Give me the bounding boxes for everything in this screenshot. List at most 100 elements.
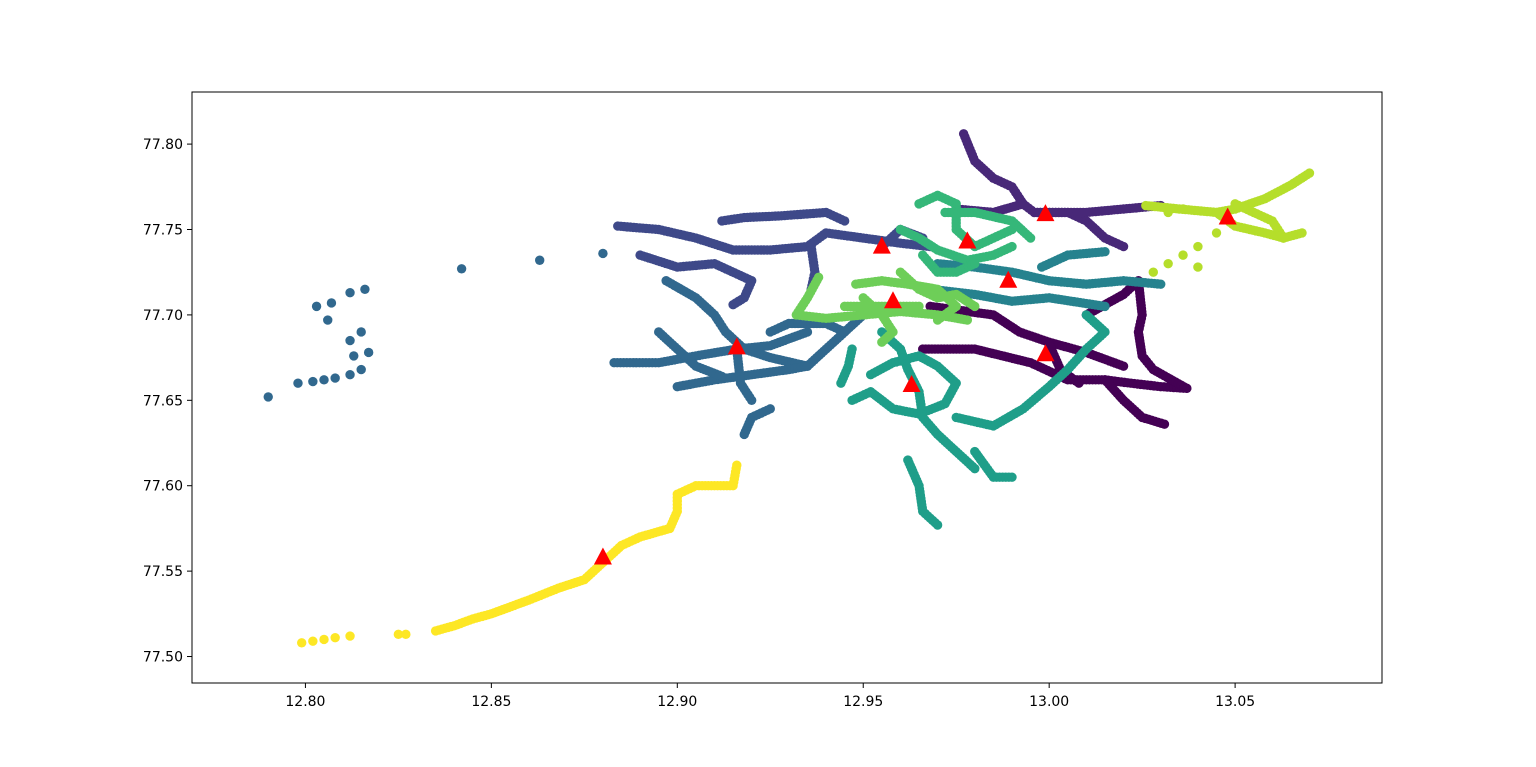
data-point: [297, 638, 307, 648]
plot-background: [192, 92, 1382, 683]
data-point: [728, 299, 738, 310]
y-axis: 77.50 77.55 77.60 77.65 77.70 77.75 77.80: [143, 137, 192, 666]
y-tick-label: 77.75: [143, 223, 183, 239]
center-marker: [1218, 207, 1237, 225]
data-point: [1100, 247, 1110, 257]
data-point: [263, 392, 273, 402]
data-point: [865, 387, 876, 397]
x-tick-label: 12.90: [657, 694, 697, 710]
data-point: [877, 337, 887, 347]
data-point: [802, 361, 813, 371]
plot-frame: [191, 91, 1383, 684]
data-point: [311, 301, 322, 312]
y-tick-label: 77.65: [143, 393, 183, 409]
data-point: [345, 288, 355, 298]
data-point: [308, 376, 318, 387]
y-tick-label: 77.50: [143, 650, 183, 666]
data-point: [326, 298, 337, 308]
data-point: [349, 351, 359, 361]
cluster-centers: [593, 204, 1237, 565]
data-point: [330, 373, 340, 383]
series-0: [918, 276, 1192, 429]
data-point: [319, 375, 329, 385]
data-point: [535, 255, 545, 265]
data-point: [330, 633, 340, 643]
x-tick-label: 12.80: [285, 694, 325, 710]
data-point: [1163, 207, 1173, 218]
data-point: [1025, 233, 1036, 243]
center-marker: [872, 236, 891, 254]
data-point: [1118, 241, 1129, 252]
data-point: [1118, 361, 1129, 371]
center-marker: [958, 231, 977, 249]
data-point: [765, 404, 775, 414]
data-point: [356, 327, 366, 337]
data-point: [401, 629, 411, 640]
series-7: [791, 267, 980, 347]
data-point: [598, 248, 608, 259]
data-point: [914, 301, 924, 312]
data-point: [932, 520, 943, 530]
y-tick-label: 77.60: [143, 479, 183, 495]
data-point: [393, 629, 404, 640]
data-point: [1156, 279, 1166, 289]
data-point: [308, 636, 318, 646]
series-3: [263, 248, 868, 440]
data-point: [970, 463, 980, 474]
data-point: [1100, 301, 1110, 312]
data-point: [847, 344, 857, 354]
y-tick-label: 77.80: [143, 137, 183, 153]
data-point: [345, 369, 355, 380]
data-point: [323, 315, 333, 325]
series-9: [297, 460, 742, 648]
center-marker: [1036, 344, 1055, 362]
data-point: [839, 327, 850, 337]
data-point: [319, 634, 329, 645]
data-point: [1178, 204, 1188, 214]
data-points: [263, 129, 1315, 648]
data-point: [746, 395, 757, 406]
data-point: [839, 216, 850, 226]
data-point: [430, 626, 441, 636]
data-point: [1163, 258, 1173, 269]
data-point: [962, 315, 973, 325]
y-tick-label: 77.70: [143, 308, 183, 324]
data-point: [363, 347, 374, 358]
data-point: [717, 371, 727, 382]
data-point: [970, 258, 980, 269]
series-4: [925, 247, 1166, 312]
data-point: [1007, 472, 1017, 482]
x-tick-label: 12.85: [471, 694, 511, 710]
x-tick-label: 13.05: [1215, 694, 1255, 710]
data-point: [970, 301, 980, 312]
data-point: [1018, 199, 1028, 209]
data-point: [456, 264, 467, 274]
data-point: [1193, 241, 1203, 252]
data-point: [802, 327, 813, 337]
series-2: [613, 207, 935, 310]
data-point: [293, 378, 303, 388]
data-point: [1074, 378, 1084, 388]
data-point: [1278, 233, 1289, 243]
data-point: [345, 631, 355, 641]
x-tick-label: 12.95: [843, 694, 883, 710]
center-marker: [727, 337, 746, 355]
data-point: [1304, 168, 1315, 178]
data-point: [932, 315, 943, 325]
data-point: [360, 284, 370, 294]
data-point: [1297, 228, 1307, 238]
data-point: [1178, 250, 1188, 260]
center-marker: [883, 291, 902, 309]
series-5: [836, 310, 1110, 530]
x-tick-label: 13.00: [1029, 694, 1069, 710]
data-point: [345, 335, 355, 346]
center-marker: [999, 270, 1018, 288]
data-point: [1159, 419, 1170, 429]
y-tick-label: 77.55: [143, 564, 183, 580]
data-point: [1081, 310, 1092, 320]
data-point: [1182, 383, 1192, 394]
data-point: [1007, 241, 1017, 252]
data-point: [1148, 267, 1158, 277]
data-point: [1211, 228, 1222, 238]
